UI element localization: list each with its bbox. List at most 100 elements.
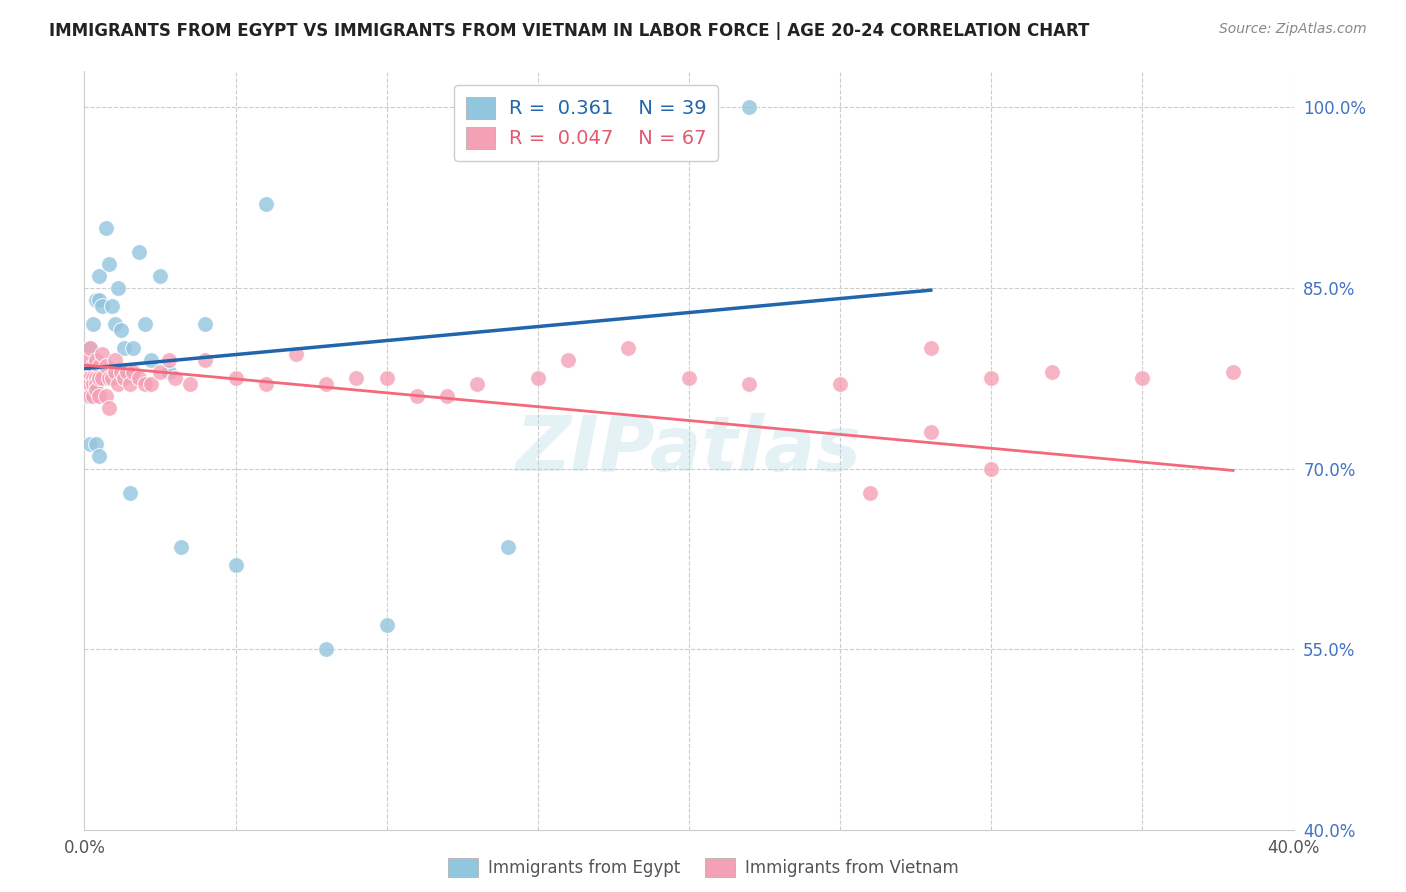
Point — [89, 293, 111, 307]
Point — [76, 371, 98, 385]
Point — [107, 377, 129, 392]
Point — [76, 353, 98, 368]
Point — [91, 347, 114, 361]
Point — [104, 365, 127, 379]
Point — [920, 341, 942, 355]
Point — [82, 371, 104, 385]
Point — [617, 341, 640, 355]
Point — [76, 389, 98, 403]
Point — [1222, 365, 1244, 379]
Point — [118, 377, 141, 392]
Point — [157, 353, 180, 368]
Point — [94, 220, 117, 235]
Point — [920, 425, 942, 440]
Point — [139, 377, 162, 392]
Point — [121, 341, 143, 355]
Point — [678, 371, 700, 385]
Point — [86, 377, 108, 392]
Point — [89, 359, 111, 374]
Point — [79, 389, 101, 403]
Point — [100, 299, 122, 313]
Text: IMMIGRANTS FROM EGYPT VS IMMIGRANTS FROM VIETNAM IN LABOR FORCE | AGE 20-24 CORR: IMMIGRANTS FROM EGYPT VS IMMIGRANTS FROM… — [49, 22, 1090, 40]
Point — [94, 371, 117, 385]
Point — [254, 196, 277, 211]
Point — [980, 371, 1002, 385]
Point — [980, 461, 1002, 475]
Point — [76, 371, 98, 385]
Point — [149, 268, 172, 283]
Point — [86, 437, 108, 451]
Point — [527, 371, 550, 385]
Point — [738, 100, 761, 114]
Point — [86, 353, 108, 368]
Point — [110, 365, 132, 379]
Point — [79, 365, 101, 379]
Point — [157, 365, 180, 379]
Legend: R =  0.361    N = 39, R =  0.047    N = 67: R = 0.361 N = 39, R = 0.047 N = 67 — [454, 85, 718, 161]
Point — [1130, 371, 1153, 385]
Point — [107, 281, 129, 295]
Point — [134, 317, 156, 331]
Point — [91, 371, 114, 385]
Text: Source: ZipAtlas.com: Source: ZipAtlas.com — [1219, 22, 1367, 37]
Point — [79, 377, 101, 392]
Point — [89, 371, 111, 385]
Point — [225, 371, 247, 385]
Point — [617, 100, 640, 114]
Point — [375, 371, 398, 385]
Point — [436, 389, 458, 403]
Point — [830, 377, 852, 392]
Point — [79, 341, 101, 355]
Point — [225, 558, 247, 572]
Point — [79, 437, 101, 451]
Text: ZIPatlas: ZIPatlas — [516, 414, 862, 487]
Point — [82, 377, 104, 392]
Point — [179, 377, 201, 392]
Point — [94, 359, 117, 374]
Point — [115, 365, 138, 379]
Point — [315, 642, 337, 657]
Point — [406, 389, 429, 403]
Point — [557, 353, 579, 368]
Point — [89, 450, 111, 464]
Point — [89, 268, 111, 283]
Point — [496, 540, 519, 554]
Point — [82, 389, 104, 403]
Point — [82, 377, 104, 392]
Point — [104, 353, 127, 368]
Point — [82, 359, 104, 374]
Point — [375, 618, 398, 632]
Point — [139, 353, 162, 368]
Point — [118, 485, 141, 500]
Point — [86, 371, 108, 385]
Point — [170, 540, 193, 554]
Point — [315, 377, 337, 392]
Point — [82, 317, 104, 331]
Point — [94, 389, 117, 403]
Point — [104, 365, 127, 379]
Point — [128, 371, 150, 385]
Point — [134, 377, 156, 392]
Point — [100, 371, 122, 385]
Point — [79, 341, 101, 355]
Point — [194, 353, 217, 368]
Point — [112, 341, 135, 355]
Point — [1040, 365, 1063, 379]
Point — [76, 377, 98, 392]
Point — [467, 377, 489, 392]
Point — [86, 293, 108, 307]
Point — [110, 323, 132, 337]
Point — [115, 365, 138, 379]
Point — [97, 257, 120, 271]
Point — [254, 377, 277, 392]
Point — [112, 371, 135, 385]
Point — [97, 401, 120, 416]
Legend: Immigrants from Egypt, Immigrants from Vietnam: Immigrants from Egypt, Immigrants from V… — [441, 851, 965, 884]
Point — [194, 317, 217, 331]
Point — [91, 299, 114, 313]
Point — [104, 317, 127, 331]
Point — [121, 365, 143, 379]
Point — [859, 485, 882, 500]
Point — [76, 371, 98, 385]
Point — [97, 371, 120, 385]
